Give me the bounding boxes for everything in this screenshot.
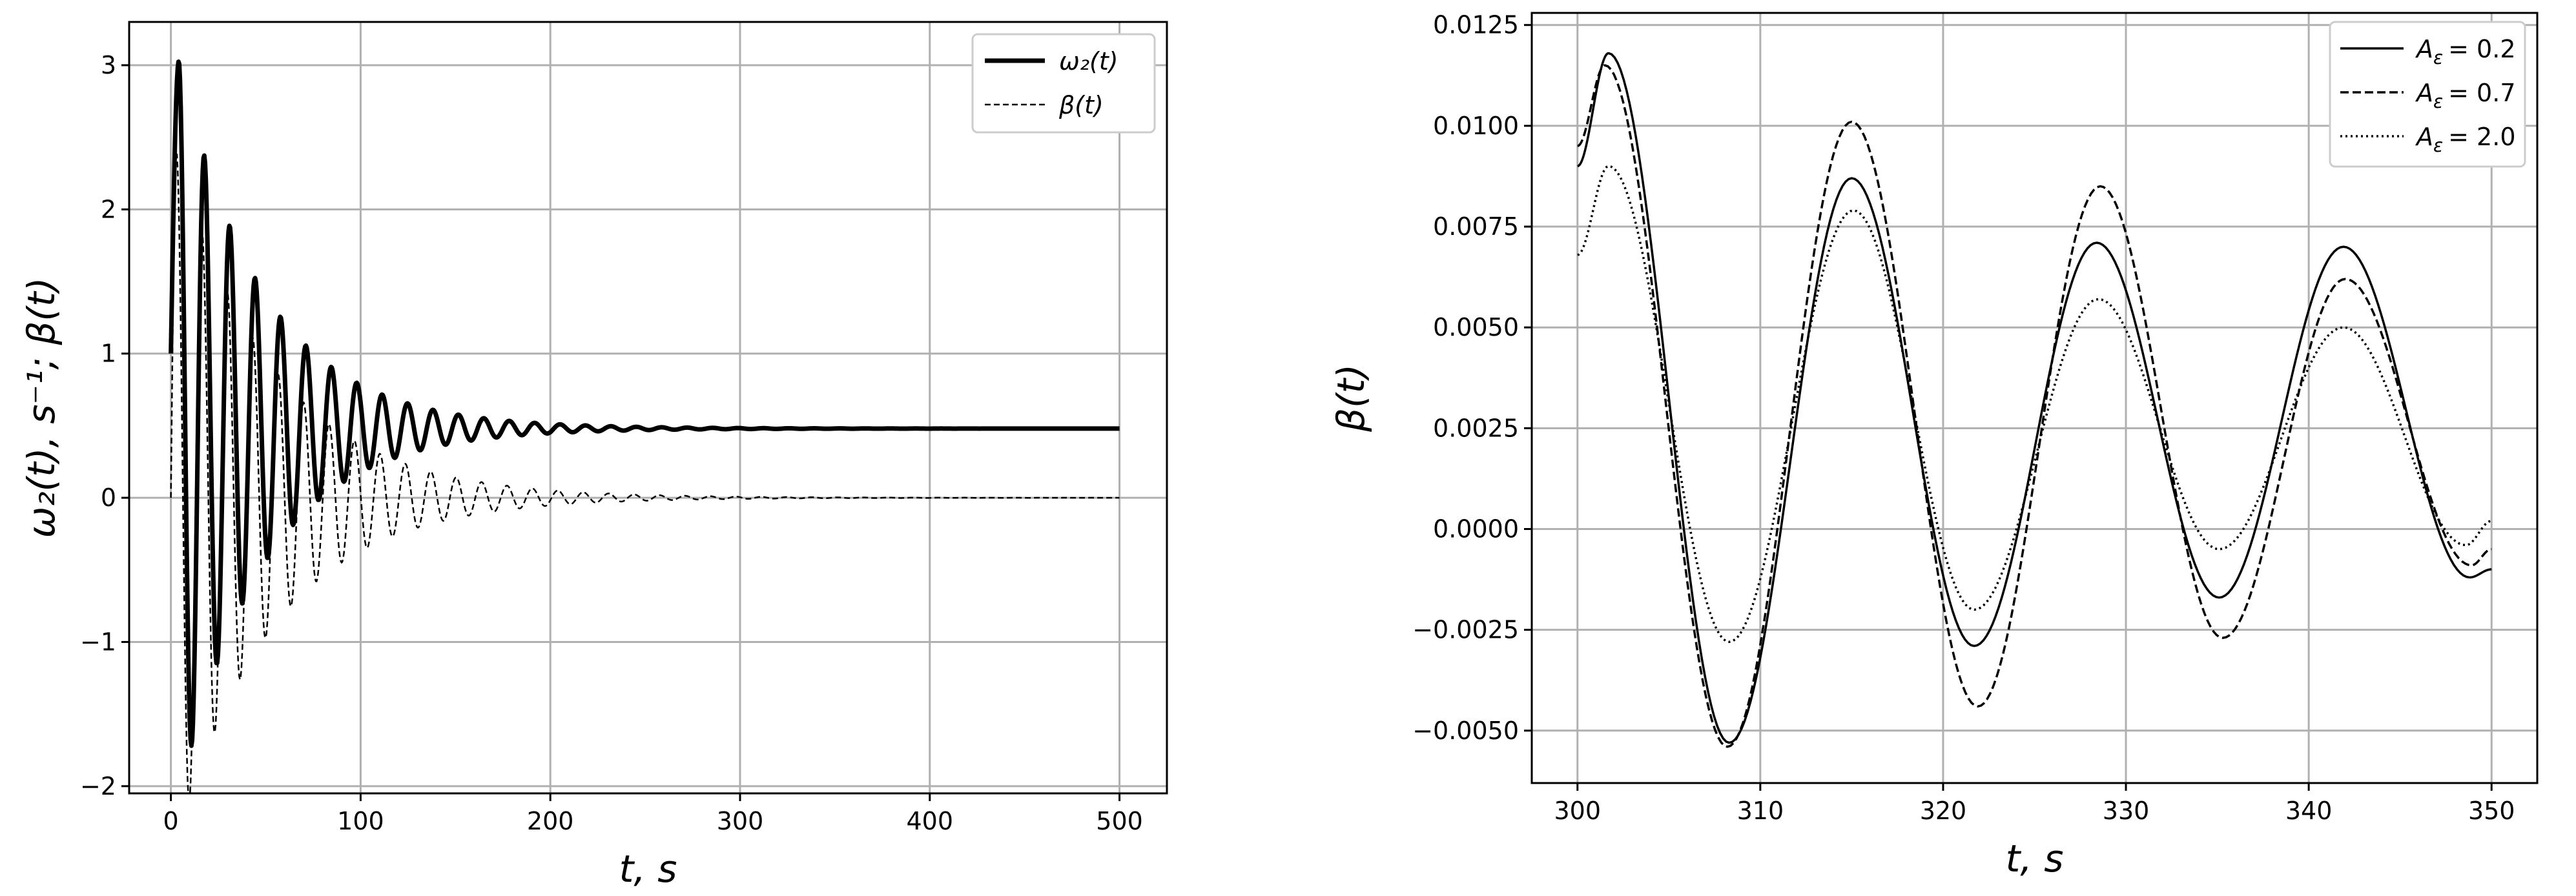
right-legend-value-2: = 0.7 [2448,79,2515,107]
left-legend-label-1: ω₂(t) [1059,47,1118,76]
left-x-axis-label: t, s [619,847,677,891]
right-series-line-3 [1577,165,2492,644]
right-axes-frame [1530,12,2539,784]
right-y-axis-label: β(t) [1329,364,1373,433]
right-legend-var-2: A [2415,79,2433,107]
left-x-tick-label: 0 [163,807,179,835]
right-series-group [1577,52,2493,748]
left-y-tick-label: −2 [80,772,116,800]
right-x-tick-label: 330 [2103,797,2150,825]
left-y-tick-label: 3 [101,51,116,79]
left-series-line-2 [170,152,1120,793]
right-x-tick-label: 300 [1554,797,1602,825]
left-series-line-1 [169,59,1121,748]
left-x-tick-label: 300 [717,807,764,835]
right-x-tick-label: 320 [1920,797,1967,825]
right-y-tick-label: −0.0050 [1412,717,1519,745]
right-y-tick-label: −0.0025 [1412,616,1519,644]
right-y-tick-label: 0.0025 [1433,414,1519,442]
right-legend-sub-3: ε [2433,135,2443,156]
left-y-tick-label: 0 [101,484,116,512]
right-legend-box [2329,21,2526,168]
left-x-tick-label: 100 [337,807,384,835]
right-y-tick-label: 0.0100 [1433,112,1519,140]
left-y-axis-label: ω₂(t), s⁻¹; β(t) [19,278,63,538]
right-x-axis-label: t, s [2006,837,2064,881]
right-legend: Aε = 0.2Aε = 0.7Aε = 2.0 [2329,21,2526,168]
left-axes-frame [128,21,1168,795]
right-legend-var-3: A [2415,123,2433,151]
right-x-tick-label: 310 [1737,797,1784,825]
right-x-tick-label: 350 [2468,797,2515,825]
right-y-tick-label: 0.0000 [1433,514,1519,543]
right-legend-sub-1: ε [2433,47,2443,68]
right-y-tick-label: 0.0050 [1433,313,1519,341]
right-series-line-2 [1577,64,2493,748]
right-legend-label-1: Aε = 0.2 [2415,35,2516,68]
left-chart: 0 100 200 300 400 500 −2 −1 0 1 2 3 t, s ω₂(t), s⁻¹; … [19,21,1168,891]
right-legend-label-2: Aε = 0.7 [2415,79,2516,112]
right-chart: 300 310 320 330 340 350 −0.0050 −0.0025 0.0000 0.… [1329,11,2539,881]
left-x-tick-label: 500 [1096,807,1143,835]
right-legend-value-1: = 0.2 [2448,35,2515,63]
left-y-tick-label: 1 [101,340,116,368]
left-y-tick-label: −1 [80,627,116,656]
right-legend-value-3: = 2.0 [2448,123,2515,151]
right-legend-var-1: A [2415,35,2433,63]
right-x-tick-label: 340 [2285,797,2333,825]
right-legend-sub-2: ε [2433,91,2443,112]
right-y-tick-label: 0.0075 [1433,212,1519,241]
right-legend-label-3: Aε = 2.0 [2415,123,2516,156]
right-series-line-1 [1577,52,2493,744]
left-legend-label-2: β(t) [1058,91,1104,119]
right-y-tick-label: 0.0125 [1433,11,1519,39]
left-x-tick-label: 400 [907,807,954,835]
left-series-group [169,59,1121,793]
left-legend: ω₂(t) β(t) [971,33,1156,134]
left-x-tick-label: 200 [527,807,574,835]
left-y-tick-label: 2 [101,195,116,223]
